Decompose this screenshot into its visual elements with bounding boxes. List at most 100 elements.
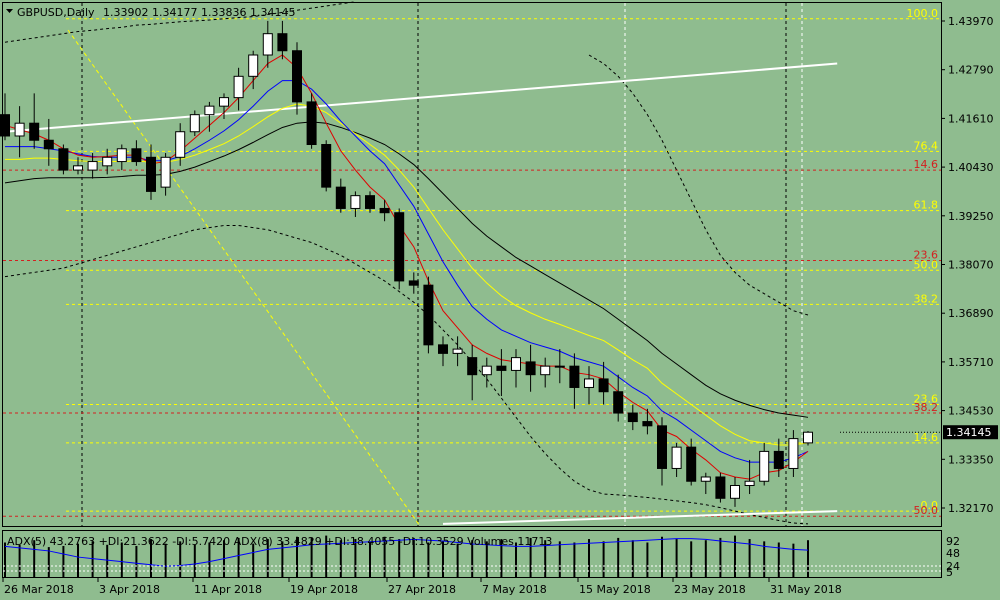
trendline: [442, 510, 838, 525]
candle-body-bull: [803, 431, 813, 444]
price-axis: 1.43970 1.42790 1.41610 1.40430 1.39250 1.380…: [941, 15, 994, 515]
fib-level-label: 23.6: [914, 393, 939, 406]
candle-body-bull: [116, 148, 127, 163]
candle: [321, 140, 332, 192]
candle-body-bear: [58, 148, 69, 171]
candle: [759, 442, 770, 486]
candle: [467, 344, 478, 401]
indicator-tick-label: 24: [946, 560, 960, 573]
candle-body-bear: [277, 33, 288, 52]
candle: [423, 276, 434, 354]
fib-level-label: 14.6: [914, 431, 939, 444]
candle: [306, 93, 317, 149]
candle: [744, 459, 755, 495]
candle-body-bull: [730, 485, 740, 499]
candle: [481, 357, 492, 388]
candle-body-bear: [438, 344, 448, 354]
candle-body-bear: [365, 195, 375, 209]
candle: [627, 404, 638, 431]
indicator-label: ADX(5) 43.2763 +DI:21.3622 -DI:5.7420 AD…: [7, 535, 552, 548]
candle: [803, 430, 813, 446]
candle-body-bear: [292, 50, 302, 103]
trendline: [4, 62, 838, 133]
bb-upper-line: [4, 1, 356, 43]
candle-body-bull: [481, 365, 492, 376]
candle-body-bull: [73, 165, 83, 171]
fibonacci-labels: 100.076.414.661.823.650.038.223.638.214.…: [907, 7, 939, 517]
candle: [73, 157, 83, 175]
price-tick-label: 1.34530: [948, 405, 994, 418]
candle-body-bear: [335, 186, 346, 209]
candle-body-bear: [131, 148, 142, 163]
candle-body-bull: [759, 450, 770, 482]
candle: [175, 123, 186, 166]
ma-black-line: [4, 121, 809, 418]
price-tick-label: 1.35710: [948, 356, 994, 369]
date-tick-label: 7 May 2018: [482, 583, 547, 596]
candle-body-bull: [554, 365, 565, 368]
candle: [0, 93, 10, 141]
candle-body-bear: [379, 207, 390, 214]
candle-body-bull: [87, 161, 98, 171]
candle: [525, 344, 536, 392]
candle-body-bear: [467, 357, 478, 376]
candle: [540, 357, 551, 388]
price-tick-label: 1.40430: [948, 161, 994, 174]
candle-body-bear: [29, 122, 40, 141]
candle: [219, 93, 229, 119]
candle-body-bear: [642, 421, 653, 427]
candle-body-bear: [321, 144, 332, 188]
candle: [43, 118, 54, 166]
candle-body-bear: [43, 139, 54, 150]
candle: [657, 417, 667, 486]
dropdown-triangle-icon[interactable]: [6, 9, 13, 13]
candle-body-bear: [657, 425, 667, 469]
candle-body-bull: [700, 476, 711, 482]
candle: [569, 353, 580, 409]
candle-body-bull: [102, 156, 113, 167]
candle: [350, 191, 361, 217]
candle-body-bull: [584, 378, 594, 388]
candle-body-bull: [175, 131, 186, 158]
candle: [58, 144, 69, 175]
candle-body-bear: [146, 156, 156, 192]
candle: [511, 349, 521, 388]
fib-level-label: 100.0: [907, 7, 939, 20]
indicator-tick-label: 92: [946, 535, 960, 548]
candle-body-bear: [613, 391, 624, 414]
candle-body-bull: [262, 33, 273, 56]
candle: [131, 140, 142, 166]
fib-level-label: 23.6: [914, 248, 939, 261]
price-tick-label: 1.39250: [948, 210, 994, 223]
fibonacci-levels: [3, 18, 941, 517]
date-tick-label: 11 Apr 2018: [194, 583, 262, 596]
candle-body-bear: [525, 361, 536, 376]
fib-level-label: 50.0: [914, 258, 939, 271]
candle-body-bear: [773, 450, 784, 469]
candle-body-bull: [189, 114, 200, 133]
candle: [438, 336, 448, 367]
symbol-timeframe[interactable]: GBPUSD,Daily: [17, 6, 95, 19]
candle-body-bear: [569, 365, 580, 388]
candle: [554, 349, 565, 384]
date-tick-label: 26 Mar 2018: [4, 583, 74, 596]
fib-level-label: 38.2: [914, 401, 939, 414]
date-tick-label: 3 Apr 2018: [99, 583, 160, 596]
candle: [189, 110, 200, 136]
candle: [365, 191, 375, 213]
date-tick-label: 19 Apr 2018: [290, 583, 358, 596]
indicator-plot-frame: [2, 530, 942, 578]
indicator-tick-label: 48: [946, 547, 960, 560]
candle: [277, 20, 288, 60]
candle-body-bear: [306, 101, 317, 146]
candle-body-bull: [452, 348, 463, 354]
fib-level-label: 14.6: [914, 158, 939, 171]
date-tick-label: 15 May 2018: [579, 583, 651, 596]
candle: [335, 178, 346, 213]
candle: [584, 366, 594, 405]
candle: [700, 472, 711, 495]
candle: [715, 472, 726, 503]
candle-body-bull: [540, 365, 551, 376]
